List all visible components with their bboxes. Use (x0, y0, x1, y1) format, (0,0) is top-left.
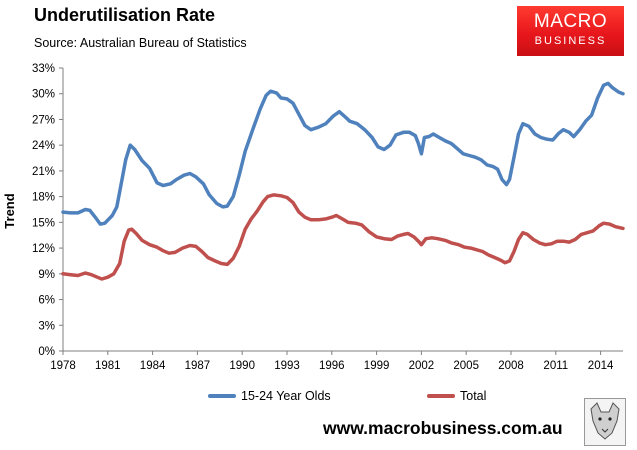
x-tick-label: 1978 (50, 360, 76, 372)
x-tick-label: 1990 (229, 360, 255, 372)
wolf-mascot-image (584, 398, 626, 446)
chart-title: Underutilisation Rate (34, 5, 216, 25)
x-tick-label: 2014 (588, 360, 614, 372)
x-tick-label: 1984 (140, 360, 166, 372)
logo-line-2: BUSINESS (534, 35, 607, 47)
chart-source: Source: Australian Bureau of Statistics (34, 36, 247, 50)
y-tick-label: 21% (32, 166, 55, 178)
x-tick-label: 1999 (364, 360, 390, 372)
y-tick-label: 12% (32, 243, 55, 255)
y-tick-label: 6% (38, 295, 55, 307)
legend-label-total: Total (460, 389, 487, 403)
x-tick-label: 1993 (274, 360, 300, 372)
legend-swatch-15-24 (208, 394, 236, 398)
y-tick-label: 33% (32, 63, 55, 75)
series-line-total (61, 193, 625, 281)
legend-item-total: Total (427, 389, 486, 403)
x-tick-label: 2002 (409, 360, 435, 372)
logo-line-1: MACRO (533, 11, 608, 32)
legend-item-15-24: 15-24 Year Olds (208, 389, 331, 403)
chart-series (61, 81, 625, 281)
x-tick-label: 1996 (319, 360, 345, 372)
x-tick-label: 2011 (543, 360, 568, 372)
y-tick-label: 9% (38, 269, 55, 281)
macro-business-logo[interactable]: MACRO BUSINESS (517, 6, 624, 56)
y-tick-label: 24% (32, 140, 55, 152)
y-tick-label: 27% (32, 114, 55, 126)
y-tick-label: 3% (38, 320, 55, 332)
legend-label-15-24: 15-24 Year Olds (241, 389, 331, 403)
footer-url[interactable]: www.macrobusiness.com.au (323, 418, 563, 438)
x-tick-label: 2005 (453, 360, 479, 372)
y-tick-label: 0% (38, 346, 55, 358)
y-axis-label: Trend (2, 193, 17, 228)
y-tick-label: 15% (32, 217, 55, 229)
x-tick-label: 1987 (185, 360, 211, 372)
y-tick-label: 18% (32, 192, 55, 204)
chart-tick-labels: 0% 3% 6% 9% 12% 15% 18% 21% 24% 27% 30% 33% 1978 1981… (32, 63, 614, 372)
legend-swatch-total (427, 394, 455, 398)
y-tick-label: 30% (32, 89, 55, 101)
series-line-15-24-year-olds (61, 81, 625, 226)
x-tick-label: 1981 (95, 360, 121, 372)
chart-axes (59, 67, 623, 355)
x-tick-label: 2008 (498, 360, 524, 372)
